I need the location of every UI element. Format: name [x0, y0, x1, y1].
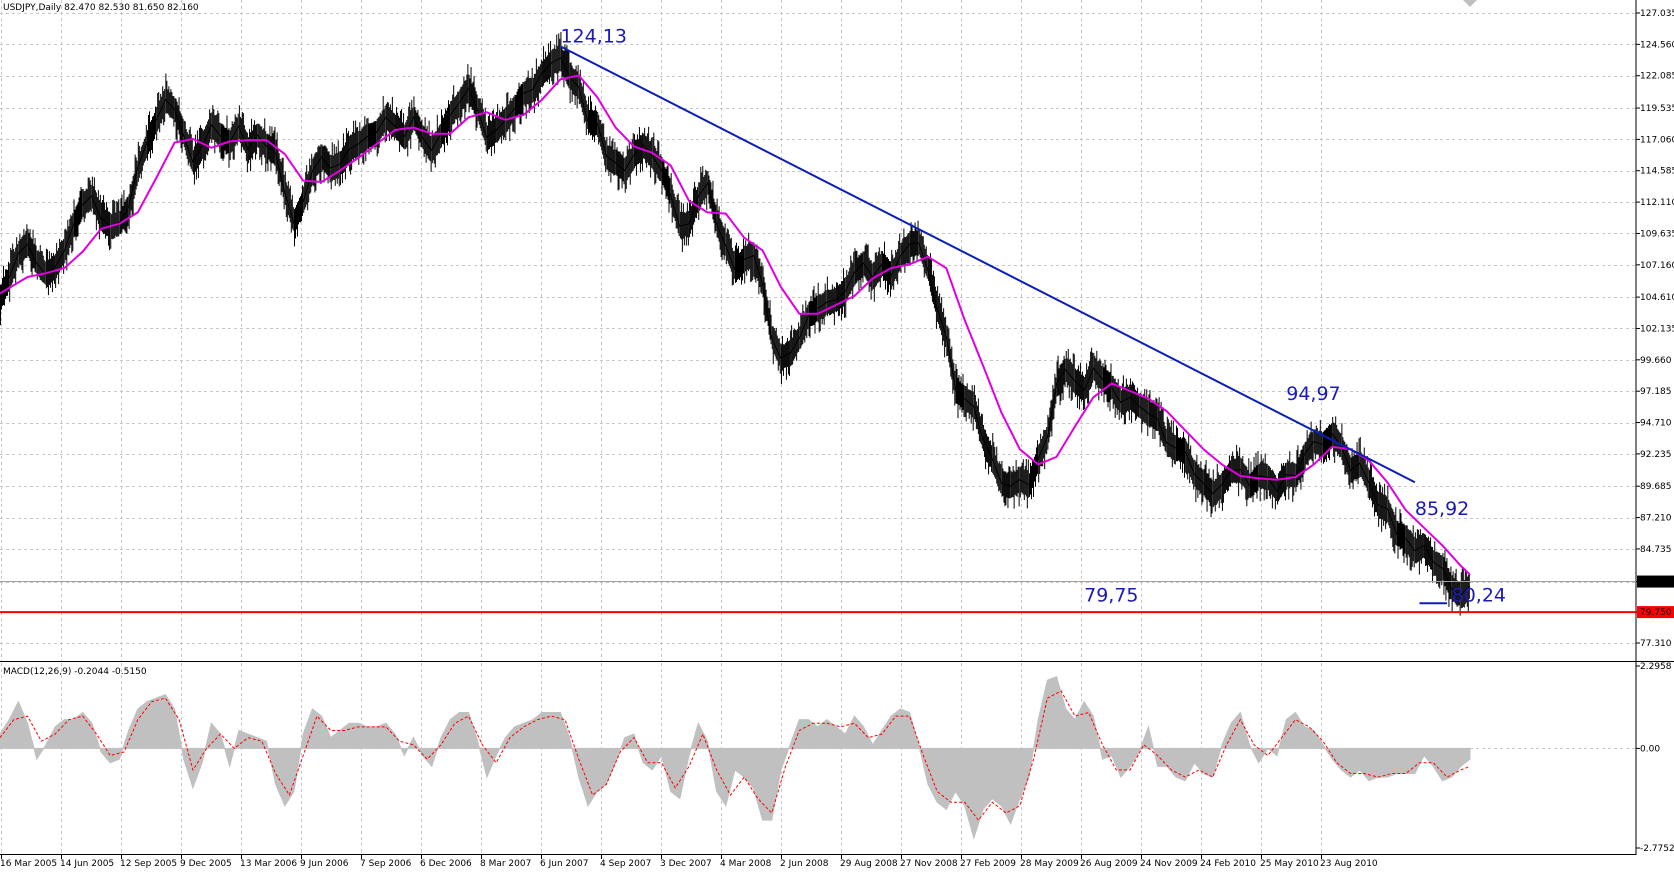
x-tick-label: 13 Mar 2006: [240, 859, 297, 869]
x-tick-label: 26 Aug 2009: [1080, 859, 1138, 869]
y-tick-label: 107.160: [1640, 261, 1674, 271]
macd-signal-line: [0, 690, 1471, 821]
macd-histogram: [0, 675, 1471, 840]
price-annotation: 79,75: [1084, 584, 1138, 606]
x-tick-label: 4 Mar 2008: [720, 859, 772, 869]
y-tick-label: 102.135: [1640, 324, 1674, 334]
x-tick-label: 9 Jun 2006: [300, 859, 349, 869]
y-tick-label: 2.2958: [1640, 662, 1672, 672]
x-tick-label: 2 Jun 2008: [780, 859, 829, 869]
y-tick-label: 99.660: [1640, 356, 1672, 366]
x-tick-label: 27 Nov 2008: [900, 859, 958, 869]
y-tick-label: 97.185: [1640, 387, 1672, 397]
y-tick-label: 117.060: [1640, 135, 1674, 145]
y-tick-label: 82.160: [1640, 578, 1672, 588]
y-tick-label: 104.610: [1640, 293, 1674, 303]
y-tick-label: 0.00: [1640, 744, 1660, 754]
x-tick-label: 12 Sep 2005: [120, 859, 177, 869]
y-tick-label: 122.085: [1640, 72, 1674, 82]
x-tick-label: 29 Aug 2008: [840, 859, 898, 869]
x-tick-label: 16 Mar 2005: [0, 859, 57, 869]
y-tick-label: -2.7752: [1640, 844, 1674, 854]
y-tick-label: 112.110: [1640, 198, 1674, 208]
price-panel: 124,13 94,97 85,92 79,75 80,24 127.035 124.56…: [0, 0, 1674, 662]
x-tick-label: 25 May 2010: [1260, 859, 1319, 869]
price-annotation: 80,24: [1452, 584, 1506, 606]
macd-header: MACD(12,26,9) -0.2044 -0.5150: [3, 667, 147, 677]
x-tick-label: 3 Dec 2007: [660, 859, 712, 869]
symbol-header: USDJPY,Daily 82.470 82.530 81.650 82.160: [3, 3, 199, 13]
y-tick-label: 87.210: [1640, 514, 1672, 524]
x-tick-label: 24 Feb 2010: [1200, 859, 1256, 869]
y-tick-label: 127.035: [1640, 9, 1674, 19]
y-tick-label: 77.310: [1640, 639, 1672, 649]
x-tick-label: 24 Nov 2009: [1140, 859, 1198, 869]
y-tick-label: 89.685: [1640, 482, 1672, 492]
y-tick-label: 92.235: [1640, 450, 1672, 460]
y-tick-label: 84.735: [1640, 545, 1672, 555]
price-series-line: [0, 57, 1471, 596]
x-tick-label: 28 May 2009: [1020, 859, 1079, 869]
y-tick-label: 119.535: [1640, 104, 1674, 114]
price-annotation: 124,13: [560, 26, 626, 48]
y-tick-label: 79.750: [1640, 608, 1672, 618]
y-tick-label: 109.635: [1640, 229, 1674, 239]
x-tick-label: 8 Mar 2007: [480, 859, 531, 869]
x-tick-label: 4 Sep 2007: [600, 859, 651, 869]
support-price-badge: [1637, 606, 1674, 619]
x-tick-label: 23 Aug 2010: [1320, 859, 1378, 869]
x-tick-label: 9 Dec 2005: [180, 859, 232, 869]
y-tick-label: 124.560: [1640, 40, 1674, 50]
x-tick-label: 6 Dec 2006: [420, 859, 472, 869]
x-tick-label: 27 Feb 2009: [960, 859, 1016, 869]
x-tick-label: 14 Jun 2005: [60, 859, 114, 869]
y-tick-label: 94.710: [1640, 419, 1672, 429]
macd-panel: 2.2958 0.00 -2.7752 MACD(12,26,9) -0.2044 …: [0, 662, 1674, 855]
current-price-badge: [1637, 575, 1674, 588]
x-tick-label: 6 Jun 2007: [540, 859, 588, 869]
trendline: [559, 45, 1416, 484]
price-annotation: 94,97: [1286, 383, 1340, 405]
moving-average-line: [0, 74, 1471, 576]
price-annotation: 85,92: [1415, 498, 1469, 520]
scroll-marker-icon: [1463, 0, 1477, 7]
x-tick-label: 7 Sep 2006: [360, 859, 412, 869]
y-tick-label: 114.585: [1640, 167, 1674, 177]
